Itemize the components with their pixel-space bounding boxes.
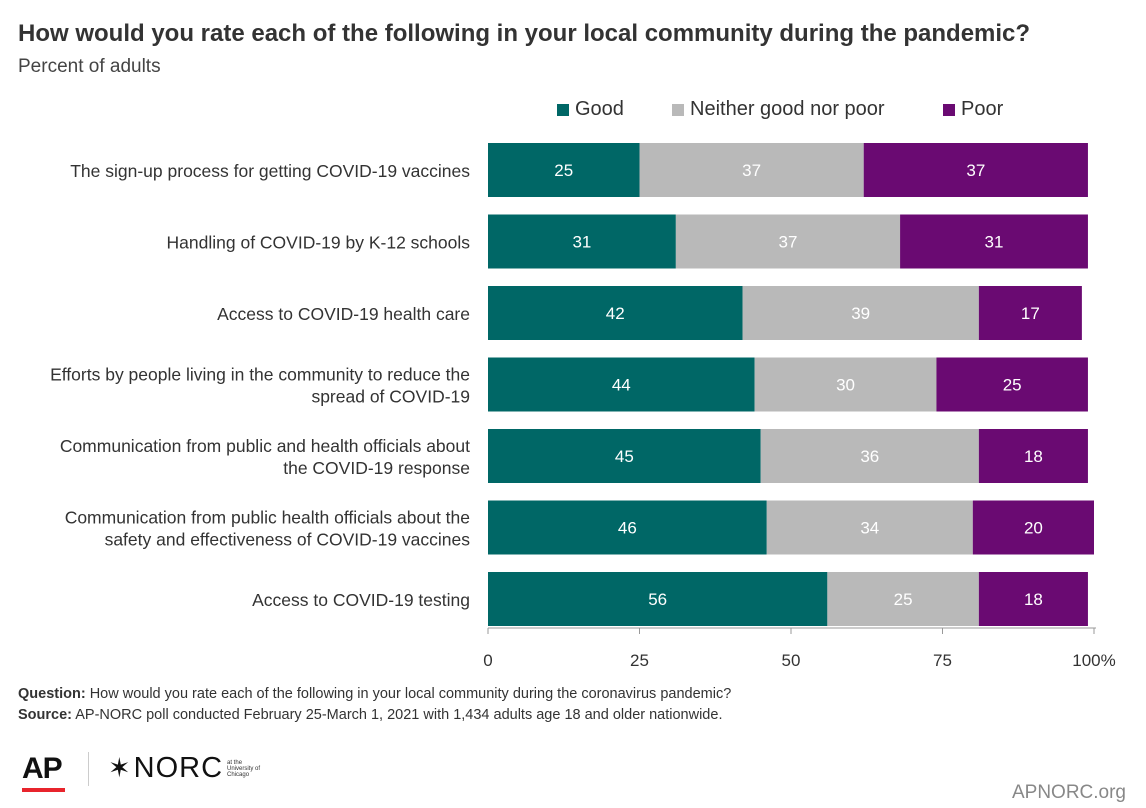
- data-label: 37: [779, 233, 798, 252]
- question-note: Question: How would you rate each of the…: [18, 684, 731, 705]
- bar-segment-poor: [863, 143, 1088, 197]
- data-label: 46: [618, 519, 637, 538]
- legend-swatch-poor: [943, 103, 955, 116]
- bar-segment-poor: [936, 357, 1088, 412]
- x-tick-label: 50: [782, 651, 801, 670]
- norc-subtext-line: Chicago: [227, 771, 250, 778]
- data-label: 36: [860, 447, 879, 466]
- legend-item-poor: Poor: [943, 98, 1003, 121]
- legend-swatch-neither: [672, 103, 684, 116]
- data-label: 37: [742, 161, 761, 180]
- category-label: Access to COVID-19 testing: [252, 590, 470, 610]
- bar-segment-poor: [900, 214, 1088, 269]
- ap-logo-underline: [22, 788, 65, 792]
- bar-segment-poor: [972, 500, 1094, 555]
- data-label: 34: [860, 519, 879, 538]
- bar-segment-good: [488, 143, 640, 197]
- x-tick-label: 0: [483, 651, 492, 670]
- data-label: 44: [612, 376, 631, 395]
- stacked-bar-chart: 25 37 37 The sign-up process for getting CO…: [50, 143, 1116, 670]
- data-label: 18: [1024, 447, 1043, 466]
- norc-star-icon: ✶: [108, 753, 132, 783]
- bar-segment-good: [488, 500, 767, 555]
- data-label: 37: [966, 161, 985, 180]
- data-label: 25: [554, 161, 573, 180]
- data-label: 45: [615, 447, 634, 466]
- norc-logo-text: NORC: [133, 752, 224, 784]
- category-label: safety and effectiveness of COVID-19 vac…: [105, 530, 471, 550]
- bar-segment-neither: [754, 357, 937, 412]
- x-tick-label: 25: [630, 651, 649, 670]
- norc-logo: ✶ NORC at the University of Chicago: [108, 752, 260, 785]
- data-label: 39: [851, 304, 870, 323]
- bar-segment-good: [488, 286, 743, 340]
- source-note: Source: AP-NORC poll conducted February …: [18, 705, 731, 726]
- ap-logo: AP: [22, 752, 63, 785]
- bar-segment-poor: [978, 429, 1088, 483]
- legend-item-neither: Neither good nor poor: [672, 98, 885, 121]
- data-label: 31: [572, 233, 591, 252]
- category-label: Efforts by people living in the communit…: [50, 365, 470, 385]
- bar-segment-neither: [760, 429, 979, 483]
- legend-swatch-good: [557, 103, 569, 116]
- chart-title: How would you rate each of the following…: [18, 20, 1031, 47]
- bar-segment-poor: [978, 286, 1082, 340]
- legend-label-neither: Neither good nor poor: [690, 98, 885, 120]
- bar-segment-neither: [742, 286, 979, 340]
- data-label: 31: [985, 233, 1004, 252]
- data-label: 25: [1003, 376, 1022, 395]
- data-label: 30: [836, 376, 855, 395]
- bar-segment-neither: [766, 500, 973, 555]
- bar-segment-good: [488, 572, 828, 626]
- footnotes: Question: How would you rate each of the…: [18, 684, 731, 726]
- bar-segment-good: [488, 214, 676, 269]
- question-label: Question:: [18, 686, 86, 702]
- bar-segment-neither: [675, 214, 901, 269]
- category-label: Handling of COVID-19 by K-12 schools: [167, 233, 471, 253]
- x-tick-label: 75: [933, 651, 952, 670]
- bar-segment-neither: [827, 572, 979, 626]
- bar-segment-good: [488, 357, 755, 412]
- norc-subtext-line: University of: [227, 765, 261, 772]
- category-label: Access to COVID-19 health care: [217, 304, 470, 324]
- site-url: APNORC.org: [1011, 782, 1126, 803]
- norc-logo-subtext: at the University of Chicago: [227, 760, 260, 778]
- chart-subtitle: Percent of adults: [18, 56, 161, 77]
- source-text: AP-NORC poll conducted February 25-March…: [72, 707, 723, 723]
- bar-segment-neither: [639, 143, 864, 197]
- norc-subtext-line: at the: [227, 759, 243, 766]
- data-label: 18: [1024, 590, 1043, 609]
- category-label: spread of COVID-19: [311, 387, 470, 407]
- bar-segment-poor: [978, 572, 1088, 626]
- question-text: How would you rate each of the following…: [85, 686, 732, 702]
- x-tick-label: 100%: [1072, 651, 1115, 670]
- data-label: 17: [1021, 304, 1040, 323]
- category-label: Communication from public health officia…: [65, 508, 470, 528]
- bar-segment-good: [488, 429, 761, 483]
- legend-label-poor: Poor: [961, 98, 1004, 120]
- legend-item-good: Good: [557, 98, 624, 121]
- data-label: 20: [1024, 519, 1043, 538]
- logo-divider: [88, 752, 89, 786]
- category-label: the COVID-19 response: [283, 458, 470, 478]
- category-label: Communication from public and health off…: [60, 436, 470, 456]
- data-label: 25: [894, 590, 913, 609]
- data-label: 56: [648, 590, 667, 609]
- source-label: Source:: [18, 707, 72, 723]
- data-label: 42: [606, 304, 625, 323]
- legend-label-good: Good: [575, 98, 624, 120]
- category-label: The sign-up process for getting COVID-19…: [70, 161, 470, 181]
